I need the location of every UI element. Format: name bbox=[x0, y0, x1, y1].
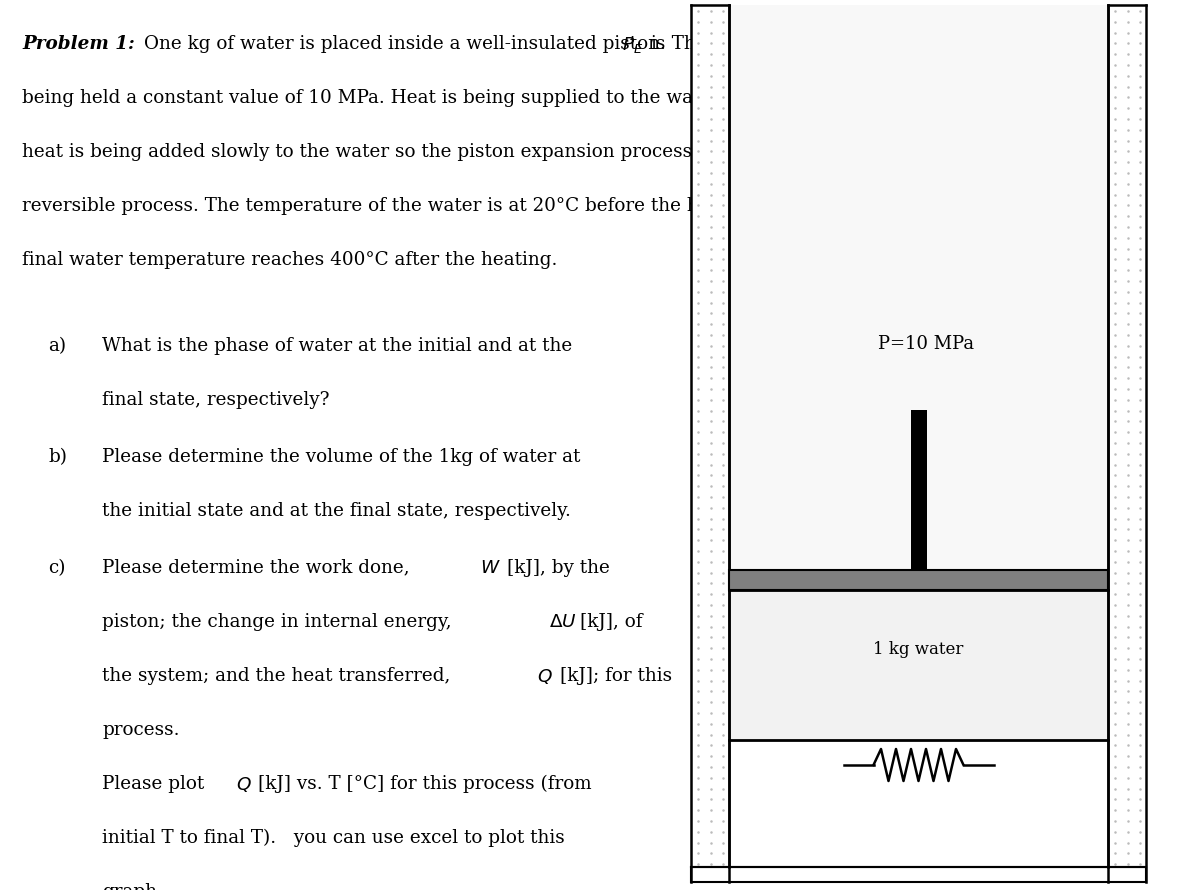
Text: $Q$: $Q$ bbox=[236, 775, 252, 794]
Bar bbox=[911, 410, 926, 570]
Text: Please determine the work done,: Please determine the work done, bbox=[102, 559, 415, 577]
Bar bbox=[691, 5, 730, 882]
Text: $Q$: $Q$ bbox=[536, 667, 553, 686]
Text: the system; and the heat transferred,: the system; and the heat transferred, bbox=[102, 667, 456, 684]
Bar bbox=[730, 590, 1108, 740]
Text: a): a) bbox=[48, 337, 66, 355]
Text: final state, respectively?: final state, respectively? bbox=[102, 392, 330, 409]
Text: [kJ]; for this: [kJ]; for this bbox=[560, 667, 672, 684]
Bar bbox=[691, 867, 1146, 882]
Text: b): b) bbox=[48, 448, 67, 466]
Text: reversible process. The temperature of the water is at 20°C before the heating (: reversible process. The temperature of t… bbox=[22, 197, 930, 215]
Text: final water temperature reaches 400°C after the heating.: final water temperature reaches 400°C af… bbox=[22, 251, 557, 269]
Text: initial T to final T).   you can use excel to plot this: initial T to final T). you can use excel… bbox=[102, 829, 565, 847]
Text: [kJ], of: [kJ], of bbox=[580, 613, 642, 631]
Text: the initial state and at the final state, respectively.: the initial state and at the final state… bbox=[102, 502, 571, 520]
Text: c): c) bbox=[48, 559, 66, 577]
Text: Please determine the volume of the 1kg of water at: Please determine the volume of the 1kg o… bbox=[102, 448, 581, 466]
Text: process.: process. bbox=[102, 721, 180, 739]
Text: heat is being added slowly to the water so the piston expansion process can be a: heat is being added slowly to the water … bbox=[22, 143, 890, 161]
Text: $P_E$: $P_E$ bbox=[622, 35, 643, 55]
Text: is: is bbox=[650, 35, 665, 53]
Text: [kJ] vs. T [°C] for this process (from: [kJ] vs. T [°C] for this process (from bbox=[258, 775, 592, 793]
Text: $W$: $W$ bbox=[480, 559, 500, 577]
Text: Problem 1:: Problem 1: bbox=[22, 35, 134, 53]
Text: One kg of water is placed inside a well-insulated piston. The external pressure: One kg of water is placed inside a well-… bbox=[144, 35, 887, 53]
Text: 1 kg water: 1 kg water bbox=[874, 642, 964, 659]
Text: being held a constant value of 10 MPa. Heat is being supplied to the water throu: being held a constant value of 10 MPa. H… bbox=[22, 89, 929, 107]
Text: [kJ], by the: [kJ], by the bbox=[508, 559, 610, 577]
Text: What is the phase of water at the initial and at the: What is the phase of water at the initia… bbox=[102, 337, 572, 355]
Text: P=10 MPa: P=10 MPa bbox=[878, 335, 974, 353]
Text: piston; the change in internal energy,: piston; the change in internal energy, bbox=[102, 613, 457, 631]
Text: graph: graph bbox=[102, 883, 157, 890]
Bar bbox=[1108, 5, 1146, 882]
Text: Please plot: Please plot bbox=[102, 775, 210, 793]
Text: $ΔU$: $ΔU$ bbox=[550, 613, 577, 631]
Bar bbox=[730, 5, 1108, 570]
Bar bbox=[730, 570, 1108, 590]
